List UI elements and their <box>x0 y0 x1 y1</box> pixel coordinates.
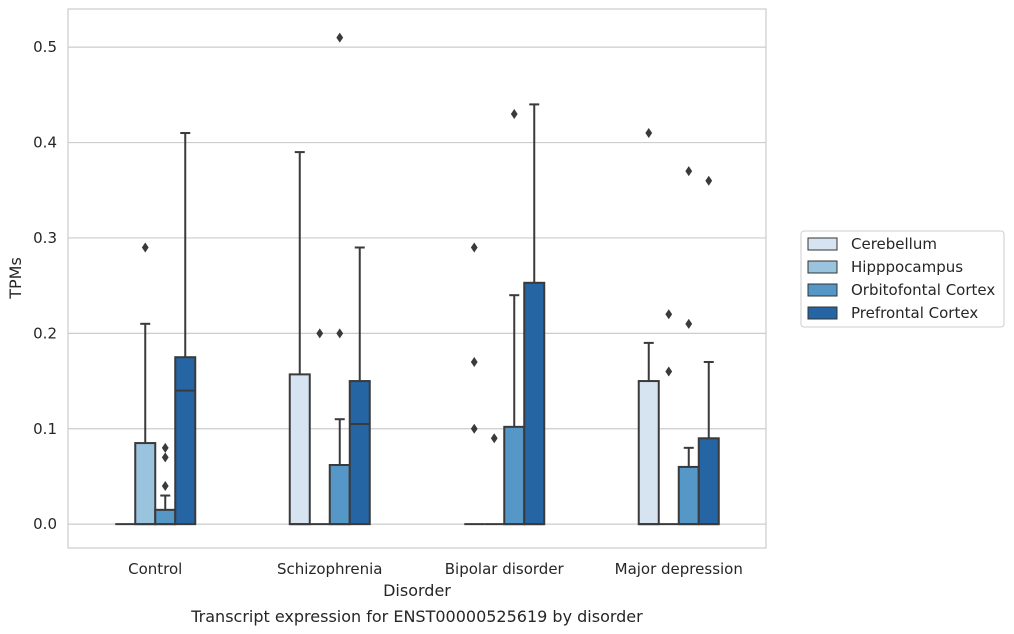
y-tick-label: 0.2 <box>33 324 57 342</box>
outlier-point <box>510 108 518 119</box>
legend-label-hippocampus: Hipppocampus <box>851 258 963 276</box>
plot-frame <box>67 8 767 549</box>
box-rect <box>328 464 351 526</box>
outlier-point <box>685 166 693 177</box>
x-tick-labels: Control Schizophrenia Bipolar disorder Majo… <box>128 560 743 578</box>
box-rect <box>677 465 700 526</box>
box-rect <box>348 380 371 526</box>
box-1-2 <box>328 32 351 526</box>
outlier-point <box>161 480 169 491</box>
x-tick-label: Schizophrenia <box>277 560 382 578</box>
box-2-2 <box>503 108 526 526</box>
outlier-point <box>470 242 478 253</box>
box-rect <box>637 380 660 526</box>
outlier-point <box>336 328 344 339</box>
box-rect <box>154 508 177 526</box>
legend-swatch-cerebellum <box>807 237 838 251</box>
box-1-3 <box>348 246 371 526</box>
legend-label-prefrontal: Prefrontal Cortex <box>851 304 978 322</box>
box-rect <box>134 442 157 526</box>
outlier-point <box>316 328 324 339</box>
y-tick-label: 0.1 <box>33 420 57 438</box>
y-tick-labels: 0.0 0.1 0.2 0.3 0.4 0.5 <box>33 38 57 533</box>
legend-swatch-hippocampus <box>807 260 838 274</box>
x-axis-title: Disorder <box>383 581 451 600</box>
outlier-point <box>685 318 693 329</box>
outlier-point <box>470 356 478 367</box>
box-3-1 <box>658 309 679 526</box>
box-3-0 <box>637 128 660 526</box>
outlier-point <box>645 128 653 139</box>
y-axis-title: TPMs <box>6 257 25 300</box>
x-tick-label: Major depression <box>615 560 743 578</box>
x-tick-label: Control <box>128 560 182 578</box>
outlier-point <box>705 175 713 186</box>
outlier-point <box>161 442 169 453</box>
legend-swatch-orbitofrontal <box>807 283 838 297</box>
outlier-point <box>336 32 344 43</box>
y-tick-label: 0.3 <box>33 229 57 247</box>
outlier-point <box>141 242 149 253</box>
x-tick-label: Bipolar disorder <box>445 560 565 578</box>
legend-swatch-prefrontal <box>807 306 838 320</box>
legend-frame <box>800 230 1005 328</box>
box-1-0 <box>288 151 311 526</box>
gridlines <box>68 46 766 525</box>
y-tick-label: 0.0 <box>33 515 57 533</box>
outlier-point <box>490 433 498 444</box>
box-rect <box>174 356 197 526</box>
box-3-3 <box>697 175 720 526</box>
box-0-3 <box>174 132 197 526</box>
outlier-point <box>665 366 673 377</box>
box-0-2 <box>154 442 177 526</box>
box-rect <box>288 373 311 526</box>
y-tick-label: 0.4 <box>33 134 57 152</box>
box-rect <box>503 425 526 526</box>
boxes <box>115 32 720 526</box>
outlier-point <box>665 309 673 320</box>
y-tick-label: 0.5 <box>33 38 57 56</box>
box-0-1 <box>134 242 157 526</box>
box-rect <box>523 281 546 526</box>
box-2-3 <box>523 103 546 526</box>
legend: Cerebellum Hipppocampus Orbitofontal Cor… <box>800 230 1005 328</box>
box-3-2 <box>677 166 700 526</box>
legend-label-orbitofrontal: Orbitofontal Cortex <box>851 281 995 299</box>
box-2-1 <box>484 433 505 526</box>
box-1-1 <box>309 328 330 526</box>
box-rect <box>697 437 720 526</box>
legend-label-cerebellum: Cerebellum <box>851 235 937 253</box>
figure-caption: Transcript expression for ENST0000052561… <box>190 607 643 626</box>
outlier-point <box>161 452 169 463</box>
box-2-0 <box>464 242 485 526</box>
outlier-point <box>470 423 478 434</box>
